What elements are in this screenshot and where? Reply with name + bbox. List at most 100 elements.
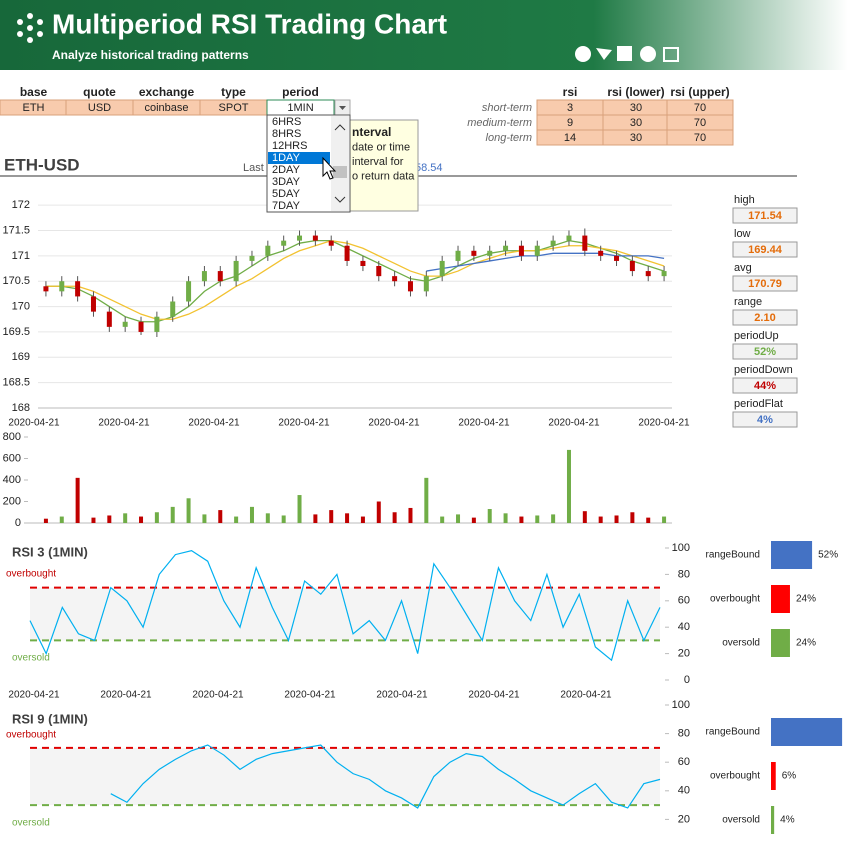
last-label: Last bbox=[243, 162, 264, 174]
param-value: USD bbox=[88, 102, 111, 114]
rsi-cell bbox=[666, 129, 734, 146]
y-tick-label: 80 bbox=[678, 728, 690, 740]
y-tick-label: 0 bbox=[15, 517, 21, 529]
dropdown-option[interactable]: 2DAY bbox=[272, 164, 301, 176]
y-tick-label: 170.5 bbox=[2, 275, 30, 287]
candle-body bbox=[582, 235, 588, 251]
y-tick-label: 171.5 bbox=[2, 224, 30, 236]
y-tick-label: 0 bbox=[684, 674, 690, 686]
candle-body bbox=[503, 245, 509, 251]
candle-body bbox=[455, 250, 461, 261]
candle-body bbox=[328, 240, 334, 246]
bar-value-label: 6% bbox=[782, 771, 797, 782]
stat-value: 2.10 bbox=[754, 312, 775, 324]
dropdown-option[interactable]: 7DAY bbox=[272, 200, 301, 212]
volume-bar bbox=[646, 517, 651, 523]
volume-bar bbox=[329, 510, 334, 523]
param-value: coinbase bbox=[144, 102, 188, 114]
subtitle: Analyze historical trading patterns bbox=[52, 48, 249, 62]
header-icons[interactable] bbox=[575, 46, 679, 62]
candle-body bbox=[518, 245, 524, 256]
stat-box bbox=[732, 343, 798, 360]
stat-label: avg bbox=[734, 262, 752, 274]
dropdown-option[interactable]: 5DAY bbox=[272, 188, 301, 200]
param-header: type bbox=[221, 85, 246, 99]
candle-body bbox=[90, 296, 96, 312]
candle-body bbox=[154, 316, 160, 332]
dropdown-option[interactable]: 1DAY bbox=[272, 152, 301, 164]
volume-bar bbox=[234, 516, 239, 523]
stat-label: periodFlat bbox=[734, 398, 783, 410]
candle-body bbox=[392, 276, 398, 282]
candle-body bbox=[534, 245, 540, 256]
stat-box bbox=[732, 241, 798, 258]
cursor bbox=[322, 156, 337, 180]
volume-bar bbox=[487, 509, 492, 523]
overbought-label: overbought bbox=[6, 569, 56, 580]
rsi-cell-value: 30 bbox=[630, 102, 642, 114]
bar-value-label: 4% bbox=[780, 815, 795, 826]
candle-body bbox=[614, 255, 620, 261]
y-tick-label: 168.5 bbox=[2, 377, 30, 389]
tooltip-line: interval for bbox=[352, 156, 404, 168]
candle-body bbox=[645, 271, 651, 277]
x-tick-label: 2020-04-21 bbox=[8, 690, 60, 701]
x-tick-label: 2020-04-21 bbox=[368, 418, 420, 429]
rsi-title: RSI 3 (1MIN) bbox=[12, 544, 88, 559]
bar-category: rangeBound bbox=[706, 727, 761, 738]
moving-average bbox=[45, 239, 665, 320]
neutral-band bbox=[30, 587, 660, 641]
dropdown-option[interactable]: 12HRS bbox=[272, 140, 307, 152]
volume-bar bbox=[345, 513, 350, 523]
rsi-row-label: medium-term bbox=[467, 117, 532, 129]
stat-value: 52% bbox=[754, 346, 776, 358]
volume-bar bbox=[297, 495, 302, 523]
candle-body bbox=[423, 276, 429, 292]
rsi-cell-value: 70 bbox=[694, 102, 706, 114]
candle-body bbox=[629, 260, 635, 272]
volume-bar bbox=[75, 477, 80, 523]
candle-body bbox=[170, 301, 176, 317]
candle-body bbox=[439, 260, 445, 277]
moving-average bbox=[426, 252, 665, 272]
stat-value: 169.44 bbox=[748, 244, 783, 256]
volume-bar bbox=[662, 516, 667, 523]
volume-bar bbox=[535, 515, 540, 523]
candle-body bbox=[249, 255, 255, 261]
candle-body bbox=[550, 240, 556, 246]
dropdown-option[interactable]: 8HRS bbox=[272, 128, 301, 140]
rsi-line bbox=[110, 744, 661, 809]
candle-body bbox=[407, 281, 413, 292]
x-tick-label: 2020-04-21 bbox=[458, 418, 510, 429]
candle-body bbox=[281, 240, 287, 246]
candle-body bbox=[59, 281, 65, 292]
y-tick-label: 60 bbox=[678, 756, 690, 768]
stat-box bbox=[732, 411, 798, 428]
y-tick-label: 80 bbox=[678, 568, 690, 580]
param-header: exchange bbox=[139, 85, 195, 99]
y-tick-label: 40 bbox=[678, 785, 690, 797]
y-tick-label: 171 bbox=[12, 250, 30, 262]
neutral-band bbox=[30, 747, 660, 806]
param-header: quote bbox=[83, 85, 116, 99]
stat-label: periodUp bbox=[734, 330, 779, 342]
stat-value: 170.79 bbox=[748, 278, 782, 290]
volume-bar bbox=[582, 511, 587, 523]
candle-body bbox=[122, 321, 128, 327]
chart-title: ETH-USD bbox=[4, 155, 80, 174]
stat-box bbox=[732, 275, 798, 292]
stat-label: high bbox=[734, 194, 755, 206]
candle-body bbox=[75, 281, 81, 297]
candle-body bbox=[661, 271, 667, 277]
volume-bar bbox=[154, 512, 159, 523]
dropdown-option[interactable]: 6HRS bbox=[272, 116, 301, 128]
bar-category: overbought bbox=[710, 771, 760, 782]
param-value: SPOT bbox=[219, 102, 249, 114]
volume-bar bbox=[107, 515, 112, 523]
volume-bar bbox=[630, 512, 635, 523]
param-header: base bbox=[20, 85, 48, 99]
y-tick-label: 168 bbox=[12, 402, 30, 414]
y-tick-label: 100 bbox=[672, 542, 690, 554]
dropdown-option[interactable]: 3DAY bbox=[272, 176, 301, 188]
rsi-bar bbox=[771, 806, 775, 834]
